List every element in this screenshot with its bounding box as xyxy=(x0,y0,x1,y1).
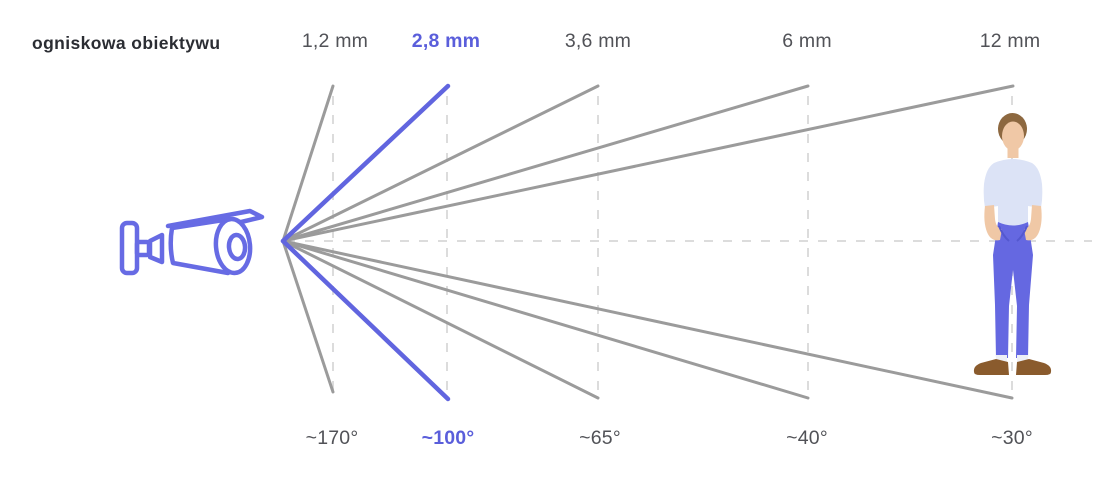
person-right-shoe xyxy=(1016,359,1052,375)
angle-label-170: ~170° xyxy=(305,427,359,449)
camera-sun-visor xyxy=(165,208,265,229)
angle-label-100: ~100° xyxy=(421,427,475,449)
person-face xyxy=(1002,121,1024,151)
fov-ray-100-top xyxy=(280,83,451,244)
person-left-shoe xyxy=(973,359,1009,375)
focal-label-3-6mm: 3,6 mm xyxy=(564,30,632,52)
fov-ray-100-bottom xyxy=(280,238,451,402)
person-right-sock xyxy=(1017,355,1028,362)
person-left-pocket xyxy=(998,225,1010,242)
camera-body xyxy=(168,216,233,276)
guide-lines xyxy=(286,96,1092,400)
fov-ray-40-top xyxy=(281,84,810,243)
camera-lens-icon xyxy=(226,232,248,262)
person-right-pocket xyxy=(1016,225,1028,242)
person-tshirt xyxy=(983,159,1043,228)
person-left-arm xyxy=(984,205,1002,241)
fov-ray-30-top xyxy=(281,84,1015,243)
person-left-sock xyxy=(996,355,1007,362)
cctv-camera-icon xyxy=(119,208,265,276)
fov-ray-65-top xyxy=(281,84,600,243)
focal-label-2-8mm: 2,8 mm xyxy=(411,30,481,52)
person-hair-front xyxy=(1001,114,1026,130)
person-neck xyxy=(1007,145,1019,158)
camera-mount-joint xyxy=(147,232,165,265)
fov-ray-170-bottom xyxy=(281,239,335,394)
fov-ray-65-bottom xyxy=(281,239,600,400)
fov-ray-170-top xyxy=(281,84,335,243)
angle-label-40: ~40° xyxy=(786,427,828,449)
standing-person-illustration xyxy=(973,113,1052,375)
diagram-title: ogniskowa obiektywu xyxy=(32,33,221,53)
angle-label-30: ~30° xyxy=(991,427,1033,449)
person-pants xyxy=(993,222,1033,358)
fov-ray-30-bottom xyxy=(281,239,1014,400)
person-right-arm xyxy=(1024,205,1042,241)
focal-label-6mm: 6 mm xyxy=(782,30,832,52)
camera-mount-stem xyxy=(134,239,152,258)
focal-label-12mm: 12 mm xyxy=(979,30,1041,52)
angle-label-65: ~65° xyxy=(579,427,621,449)
fov-rays-highlight-2-8mm xyxy=(280,83,451,402)
fov-rays-gray xyxy=(281,84,1015,400)
fov-ray-40-bottom xyxy=(281,239,810,400)
focal-label-1-2mm: 1,2 mm xyxy=(301,30,369,52)
